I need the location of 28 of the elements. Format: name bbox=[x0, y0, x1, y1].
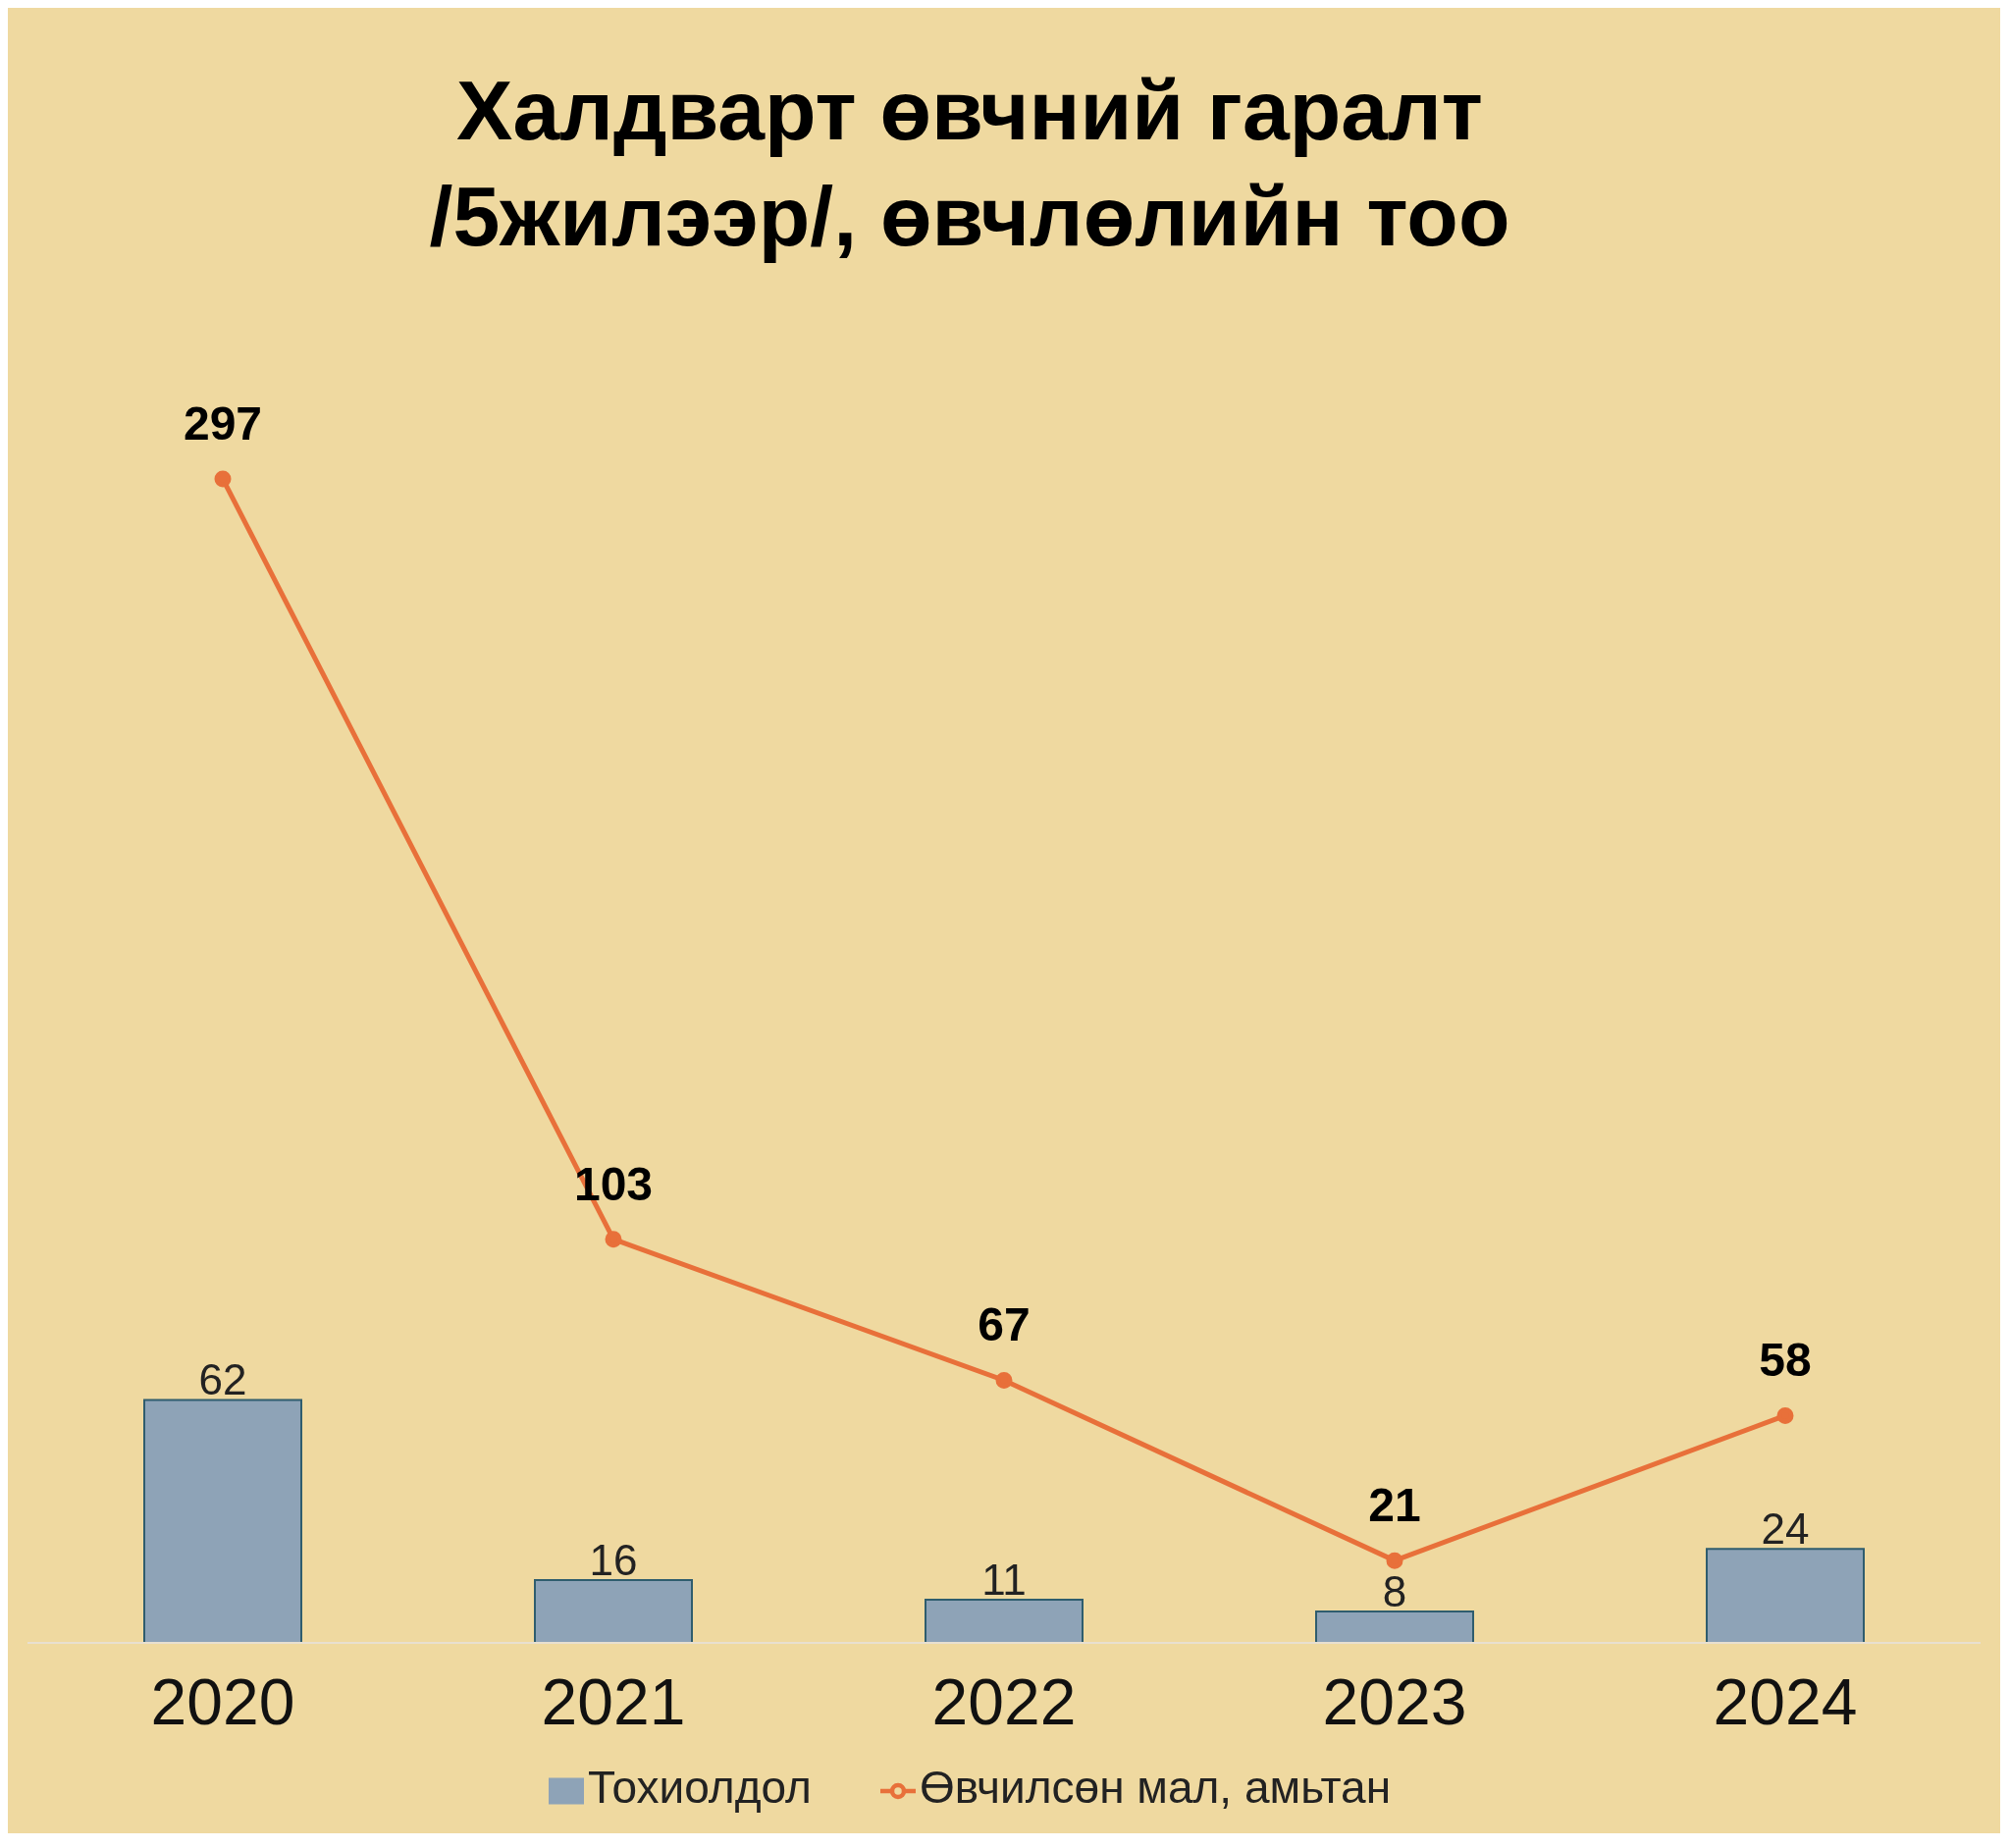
data-label: 297 bbox=[183, 397, 263, 449]
point bbox=[214, 470, 232, 488]
data-label: 8 bbox=[1382, 1567, 1407, 1616]
x-tick-label: 2024 bbox=[1713, 1664, 1858, 1738]
x-tick-label: 2023 bbox=[1322, 1664, 1467, 1738]
x-tick-label: 2022 bbox=[931, 1664, 1077, 1738]
data-label: 67 bbox=[978, 1298, 1031, 1351]
data-label: 62 bbox=[198, 1355, 247, 1404]
point bbox=[1386, 1552, 1403, 1569]
data-label: 103 bbox=[573, 1157, 654, 1210]
data-label: 16 bbox=[589, 1536, 638, 1585]
x-tick-label: 2021 bbox=[541, 1664, 686, 1738]
point bbox=[995, 1371, 1013, 1389]
point bbox=[605, 1231, 622, 1248]
bar bbox=[1706, 1548, 1865, 1644]
bar bbox=[1315, 1610, 1474, 1644]
point bbox=[1776, 1406, 1794, 1424]
data-label: 11 bbox=[981, 1556, 1027, 1605]
data-label: 24 bbox=[1761, 1505, 1810, 1554]
data-label: 58 bbox=[1759, 1334, 1812, 1387]
legend-label: Тохиолдол bbox=[587, 1762, 812, 1813]
bar bbox=[143, 1399, 302, 1644]
x-tick-label: 2020 bbox=[150, 1664, 295, 1738]
chart-title: Халдварт өвчний гаралт /5жилээр/, өвчлөлийн тоо bbox=[428, 62, 1511, 265]
bar bbox=[534, 1579, 693, 1644]
bar bbox=[925, 1599, 1084, 1644]
legend-label: Өвчилсөн мал, амьтан bbox=[919, 1762, 1392, 1813]
data-label: 21 bbox=[1368, 1479, 1421, 1532]
